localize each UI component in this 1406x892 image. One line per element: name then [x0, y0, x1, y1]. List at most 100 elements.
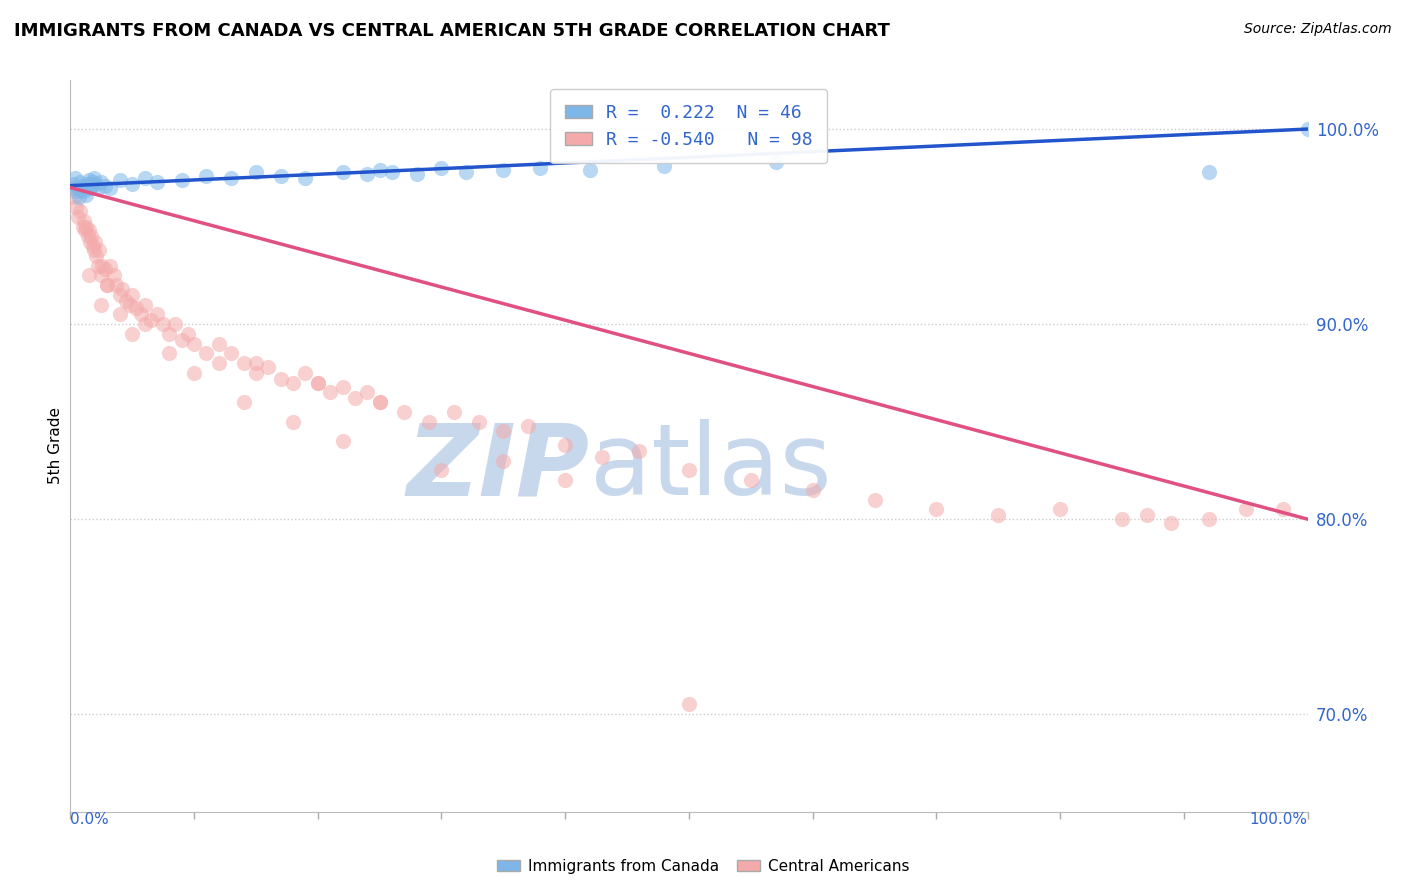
Point: [294, 170, 316, 185]
Point: [765, 155, 787, 169]
Point: [405, 167, 427, 181]
Point: [492, 453, 515, 467]
Point: [75, 223, 97, 237]
Point: [554, 473, 576, 487]
Point: [86, 259, 108, 273]
Text: IMMIGRANTS FROM CANADA VS CENTRAL AMERICAN 5TH GRADE CORRELATION CHART: IMMIGRANTS FROM CANADA VS CENTRAL AMERIC…: [14, 22, 890, 40]
Point: [245, 165, 267, 179]
Point: [75, 188, 97, 202]
Point: [467, 415, 489, 429]
Point: [492, 163, 515, 178]
Point: [332, 165, 354, 179]
Point: [443, 405, 465, 419]
Point: [579, 163, 602, 178]
Point: [332, 379, 354, 393]
Point: [79, 180, 101, 194]
Point: [195, 346, 218, 360]
Point: [517, 418, 540, 433]
Point: [65, 200, 87, 214]
Point: [1136, 508, 1159, 523]
Point: [270, 169, 292, 183]
Point: [139, 313, 162, 327]
Point: [87, 243, 110, 257]
Point: [170, 173, 193, 187]
Point: [146, 175, 169, 189]
Point: [96, 278, 118, 293]
Point: [62, 177, 84, 191]
Point: [84, 235, 107, 249]
Point: [281, 376, 304, 390]
Point: [801, 483, 824, 497]
Point: [1271, 502, 1294, 516]
Point: [183, 366, 205, 380]
Point: [1296, 122, 1319, 136]
Point: [492, 425, 515, 439]
Point: [96, 278, 118, 293]
Point: [368, 163, 391, 178]
Point: [125, 301, 148, 316]
Point: [863, 492, 886, 507]
Point: [105, 278, 128, 293]
Point: [430, 463, 453, 477]
Point: [529, 161, 551, 175]
Point: [69, 175, 91, 189]
Point: [165, 317, 187, 331]
Point: [294, 366, 316, 380]
Point: [1198, 512, 1220, 526]
Point: [118, 297, 141, 311]
Point: [134, 170, 156, 185]
Point: [1111, 512, 1133, 526]
Point: [208, 336, 231, 351]
Point: [76, 229, 98, 244]
Point: [82, 175, 104, 189]
Point: [652, 159, 675, 173]
Point: [91, 259, 114, 273]
Point: [72, 219, 94, 234]
Point: [67, 190, 90, 204]
Point: [925, 502, 948, 516]
Point: [121, 288, 143, 302]
Point: [356, 385, 378, 400]
Point: [79, 235, 101, 249]
Point: [80, 229, 103, 244]
Point: [108, 288, 131, 302]
Point: [332, 434, 354, 449]
Point: [591, 450, 613, 464]
Point: [157, 346, 180, 360]
Point: [73, 185, 96, 199]
Text: ZIP: ZIP: [406, 419, 591, 516]
Legend: Immigrants from Canada, Central Americans: Immigrants from Canada, Central American…: [491, 853, 915, 880]
Point: [75, 180, 97, 194]
Point: [63, 190, 86, 204]
Text: 100.0%: 100.0%: [1250, 812, 1308, 827]
Point: [430, 161, 453, 175]
Point: [1160, 516, 1182, 530]
Point: [77, 223, 100, 237]
Point: [307, 376, 329, 390]
Text: 0.0%: 0.0%: [70, 812, 110, 827]
Point: [208, 356, 231, 370]
Point: [66, 180, 89, 194]
Point: [245, 366, 267, 380]
Point: [1049, 502, 1071, 516]
Point: [94, 178, 117, 193]
Point: [83, 170, 105, 185]
Point: [108, 173, 131, 187]
Point: [157, 326, 180, 341]
Point: [628, 443, 651, 458]
Point: [80, 178, 103, 193]
Point: [83, 243, 105, 257]
Point: [368, 395, 391, 409]
Point: [381, 165, 404, 179]
Point: [281, 415, 304, 429]
Point: [69, 204, 91, 219]
Point: [270, 372, 292, 386]
Point: [418, 415, 440, 429]
Point: [66, 210, 89, 224]
Text: atlas: atlas: [591, 419, 831, 516]
Point: [307, 376, 329, 390]
Point: [740, 473, 762, 487]
Point: [134, 317, 156, 331]
Point: [77, 268, 100, 283]
Point: [183, 336, 205, 351]
